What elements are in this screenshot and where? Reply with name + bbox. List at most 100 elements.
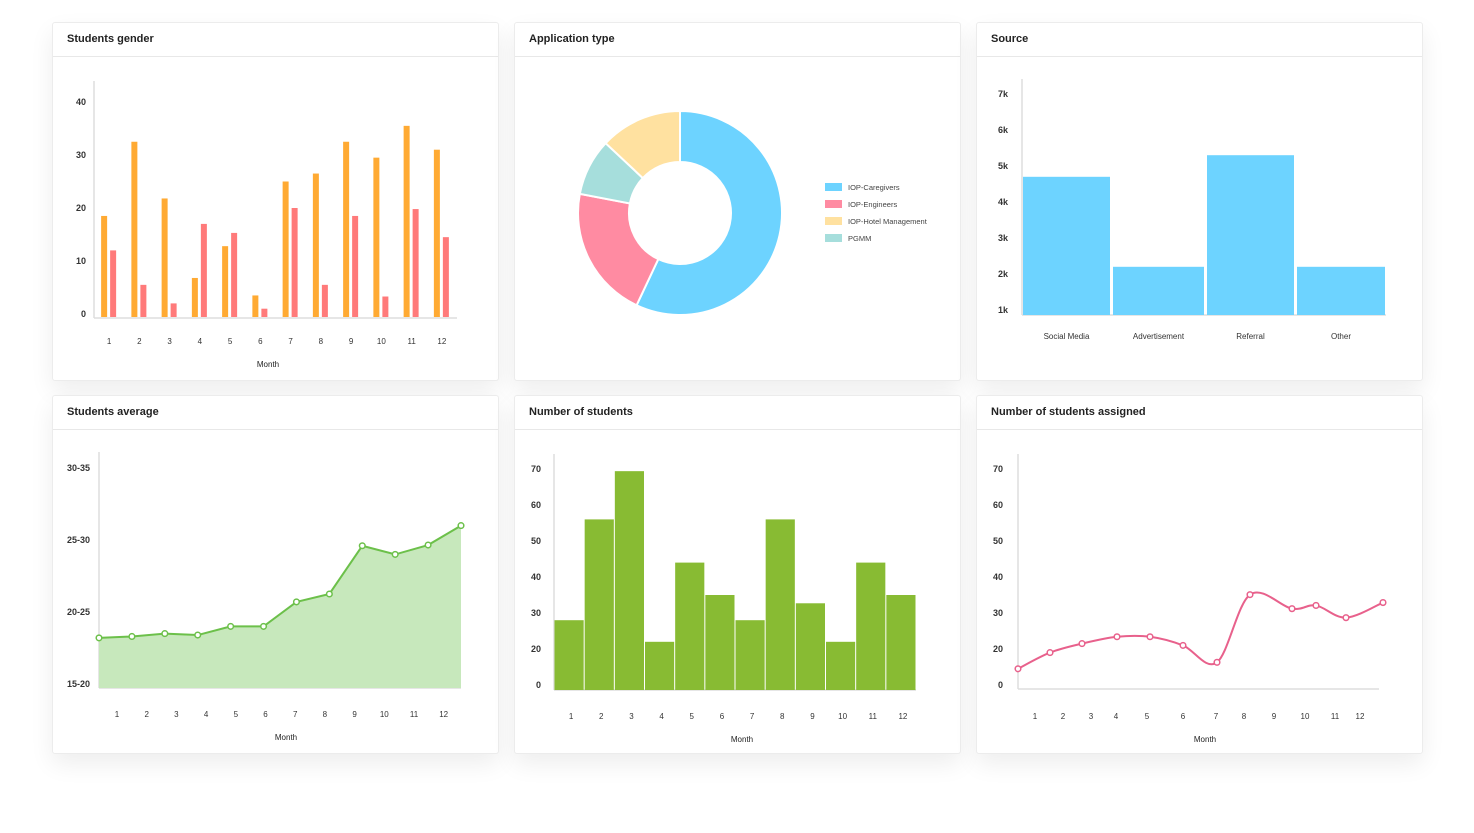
x-tick-label: 1 <box>107 337 112 346</box>
bar <box>765 519 795 690</box>
x-tick-label: Other <box>1331 332 1351 341</box>
bar <box>705 595 735 690</box>
data-point <box>325 590 333 598</box>
card-title: Students gender <box>53 23 498 57</box>
y-tick-label: 2k <box>998 269 1009 279</box>
bar <box>856 562 886 690</box>
bar-series-1 <box>343 141 350 317</box>
bar <box>735 620 765 690</box>
x-tick-label: 2 <box>1061 712 1066 721</box>
y-tick-label: 40 <box>76 97 86 107</box>
bar-series-1 <box>161 198 168 317</box>
y-tick-label: 0 <box>81 309 86 319</box>
x-tick-label: 3 <box>629 712 634 721</box>
bar-series-2 <box>412 209 419 317</box>
x-tick-label: 4 <box>204 710 209 719</box>
bar-series-1 <box>403 125 410 317</box>
bar-series-1 <box>312 173 319 317</box>
x-tick-label: 9 <box>352 710 357 719</box>
bar <box>675 562 705 690</box>
x-tick-label: 10 <box>380 710 389 719</box>
legend-label: IOP-Engineers <box>848 200 897 209</box>
bar-series-2 <box>261 308 268 317</box>
y-tick-label: 6k <box>998 125 1009 135</box>
x-tick-label: 10 <box>377 337 386 346</box>
legend-label: IOP-Hotel Management <box>848 217 928 226</box>
x-tick-label: 3 <box>174 710 179 719</box>
x-tick-label: Social Media <box>1044 332 1090 341</box>
x-tick-label: 10 <box>838 712 847 721</box>
x-tick-label: 8 <box>780 712 785 721</box>
x-tick-label: 5 <box>228 337 233 346</box>
x-tick-label: 11 <box>1331 712 1340 721</box>
bar-series-1 <box>373 157 380 317</box>
data-point <box>1312 601 1320 609</box>
y-tick-label: 30 <box>993 608 1003 618</box>
x-tick-label: 5 <box>234 710 239 719</box>
data-point <box>1113 633 1121 641</box>
y-tick-label: 7k <box>998 89 1009 99</box>
bar-series-2 <box>200 223 207 317</box>
bar-series-2 <box>442 237 449 317</box>
bar-series-1 <box>433 149 440 317</box>
bar <box>886 595 916 690</box>
x-tick-label: 7 <box>1214 712 1219 721</box>
x-tick-label: 8 <box>319 337 324 346</box>
card-application-type: Application type IOP-Caregivers IOP-Engin… <box>514 22 961 381</box>
card-number-of-students: Number of students 0 20 30 40 50 60 70 1 2 3 4 5 6 7 8… <box>514 395 961 754</box>
y-tick-label: 10 <box>76 256 86 266</box>
bar <box>1023 176 1110 315</box>
y-tick-label: 70 <box>993 464 1003 474</box>
y-tick-label: 50 <box>993 536 1003 546</box>
x-tick-label: 11 <box>410 710 419 719</box>
bar <box>1297 266 1385 315</box>
x-tick-label: 5 <box>1145 712 1150 721</box>
legend-swatch <box>825 217 842 225</box>
donut-slice <box>635 109 783 316</box>
x-tick-label: 5 <box>690 712 695 721</box>
card-students-average: Students average 15-20 20-25 25-30 30-35 1 2 3… <box>52 395 499 754</box>
x-axis-label: Month <box>275 733 297 742</box>
bar-series-1 <box>252 295 259 317</box>
x-tick-label: 1 <box>115 710 120 719</box>
x-tick-label: Advertisement <box>1133 332 1185 341</box>
y-tick-label: 30 <box>531 608 541 618</box>
y-tick-label: 40 <box>993 572 1003 582</box>
x-tick-label: 11 <box>407 337 416 346</box>
x-tick-label: 7 <box>293 710 298 719</box>
x-tick-label: 4 <box>1114 712 1119 721</box>
x-axis-label: Month <box>731 735 753 744</box>
bar <box>1207 155 1294 315</box>
data-point <box>292 598 301 606</box>
bar <box>584 519 614 690</box>
y-tick-label: 0 <box>998 680 1003 690</box>
y-tick-label: 15-20 <box>67 679 90 689</box>
x-tick-label: 7 <box>288 337 293 346</box>
y-tick-label: 60 <box>531 500 541 510</box>
card-title: Source <box>977 23 1422 57</box>
x-tick-label: 9 <box>810 712 815 721</box>
legend-swatch <box>825 183 842 191</box>
x-tick-label: 3 <box>167 337 172 346</box>
y-tick-label: 5k <box>998 161 1009 171</box>
y-tick-label: 1k <box>998 305 1009 315</box>
x-tick-label: 12 <box>437 337 446 346</box>
y-tick-label: 60 <box>993 500 1003 510</box>
y-tick-label: 20-25 <box>67 607 90 617</box>
data-point <box>128 632 136 641</box>
x-axis-label: Month <box>257 360 279 369</box>
card-title: Students average <box>53 396 498 430</box>
y-tick-label: 40 <box>531 572 541 582</box>
data-point <box>1288 605 1296 613</box>
x-tick-label: 1 <box>569 712 574 721</box>
data-point <box>1379 599 1387 607</box>
y-tick-label: 20 <box>76 203 86 213</box>
data-point <box>259 622 268 630</box>
x-tick-label: 6 <box>1181 712 1186 721</box>
bar <box>645 641 675 690</box>
x-tick-label: 3 <box>1089 712 1094 721</box>
data-point <box>1046 649 1054 657</box>
x-tick-label: 1 <box>1033 712 1038 721</box>
